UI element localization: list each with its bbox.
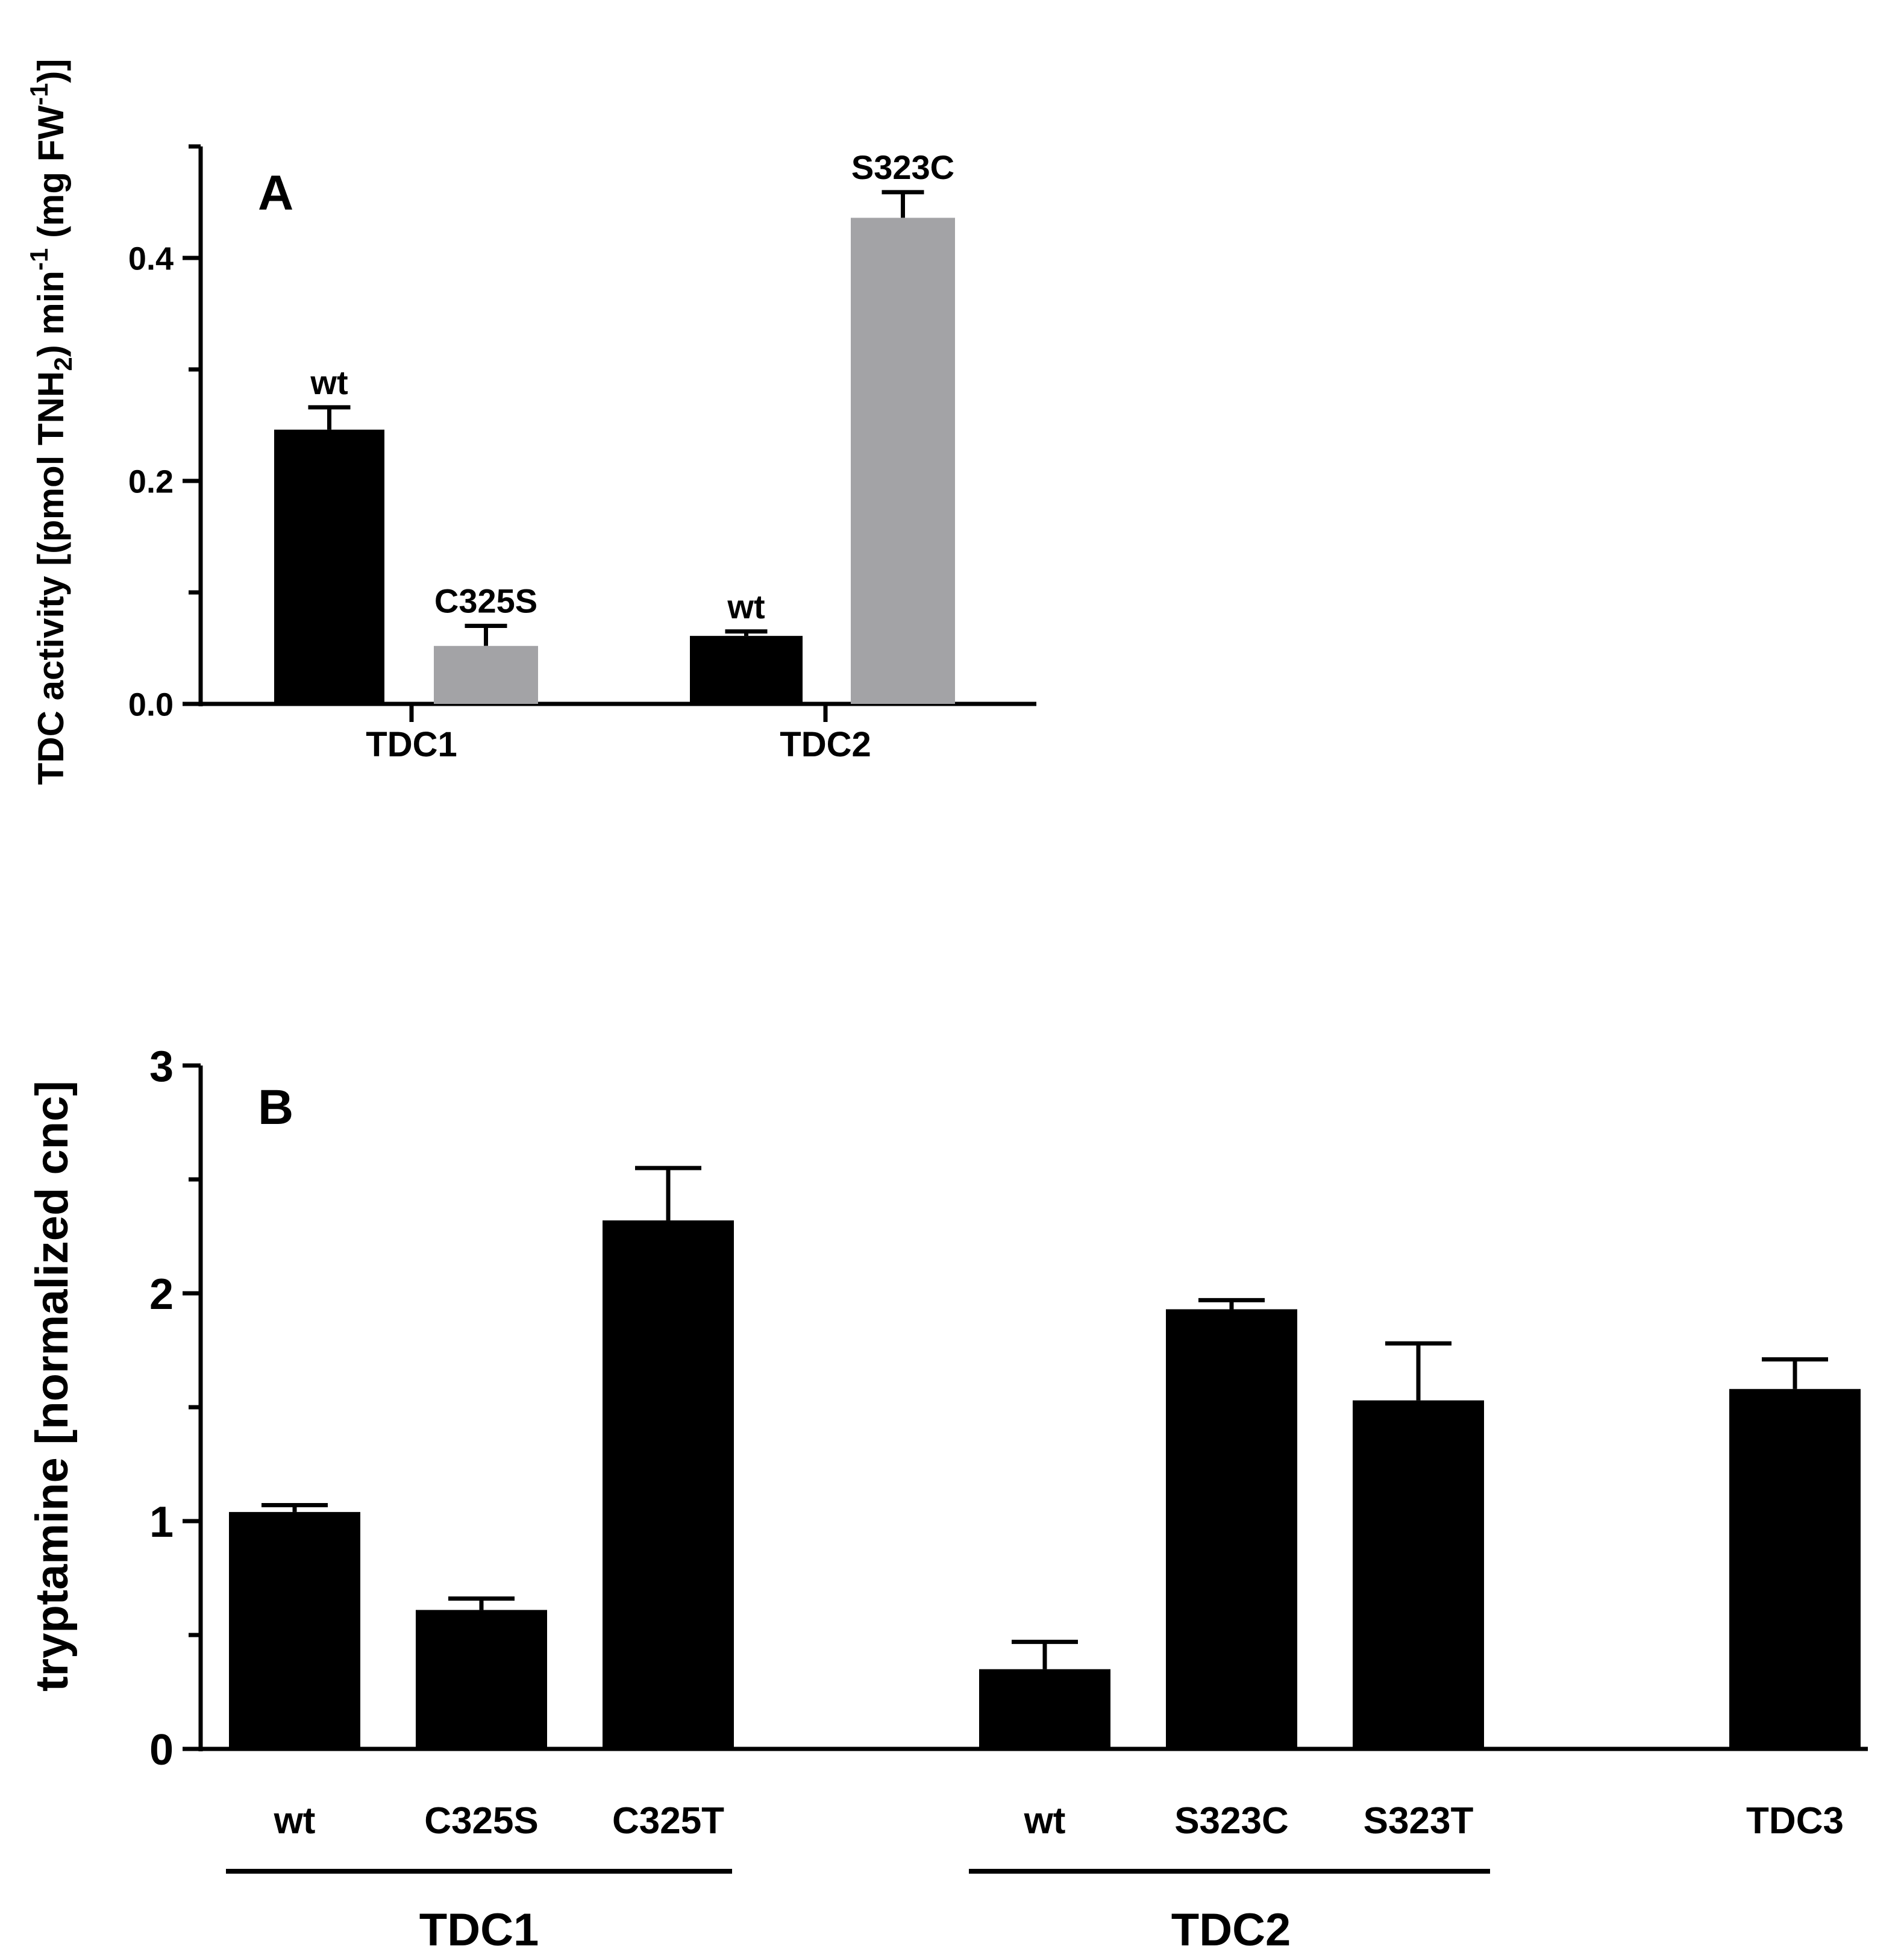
- panel-b-label: B: [258, 1080, 293, 1135]
- x-tick-label: C325S: [424, 1800, 539, 1842]
- bar-tdc2-s323t: [1353, 1400, 1484, 1749]
- bar-tdc1-c325s: [434, 645, 538, 704]
- x-tick-label: S323T: [1364, 1800, 1474, 1842]
- x-tick-label: TDC3: [1746, 1800, 1844, 1842]
- y-tick-label: 3: [149, 1043, 174, 1091]
- bar-tdc1-wt: [229, 1511, 360, 1749]
- bar-label: wt: [727, 588, 765, 626]
- bar-tdc3-tdc3: [1729, 1389, 1861, 1749]
- y-tick-label: 2: [149, 1270, 174, 1319]
- x-tick-label: S323C: [1174, 1800, 1289, 1842]
- bar-tdc1-c325s: [416, 1610, 547, 1749]
- y-tick-label: 0.4: [128, 240, 174, 277]
- panel-a-y-axis-title: TDC activity [(pmol TNH2) min-1 (mg FW-1…: [25, 59, 77, 785]
- y-tick-label: 1: [149, 1498, 174, 1546]
- bar-label: S323C: [851, 148, 954, 186]
- bar-tdc2-s323c: [1166, 1309, 1297, 1749]
- bar-tdc2-wt: [690, 636, 803, 704]
- panel-a-label: A: [258, 166, 293, 221]
- bar-tdc1-c325t: [603, 1220, 734, 1749]
- panel-a-category-tdc1: TDC1: [366, 725, 457, 764]
- x-tick-label: wt: [1024, 1800, 1066, 1842]
- bar-label: wt: [310, 363, 348, 401]
- bar-tdc2-wt: [979, 1669, 1110, 1749]
- y-tick-label: 0: [149, 1726, 174, 1774]
- panel-a-category-tdc2: TDC2: [780, 725, 871, 764]
- panel-b-group-label-tdc2: TDC2: [1171, 1904, 1291, 1949]
- bar-tdc1-wt: [274, 429, 384, 704]
- x-tick-label: C325T: [612, 1800, 724, 1842]
- bar-tdc2-s323c: [851, 218, 955, 704]
- bar-label: C325S: [434, 582, 537, 620]
- panel-b-group-label-tdc1: TDC1: [419, 1904, 539, 1949]
- panel-b-y-axis-title: tryptamine [normalized cnc]: [27, 1081, 78, 1692]
- x-tick-label: wt: [274, 1800, 316, 1842]
- y-tick-label: 0.0: [128, 686, 174, 723]
- y-tick-label: 0.2: [128, 463, 174, 500]
